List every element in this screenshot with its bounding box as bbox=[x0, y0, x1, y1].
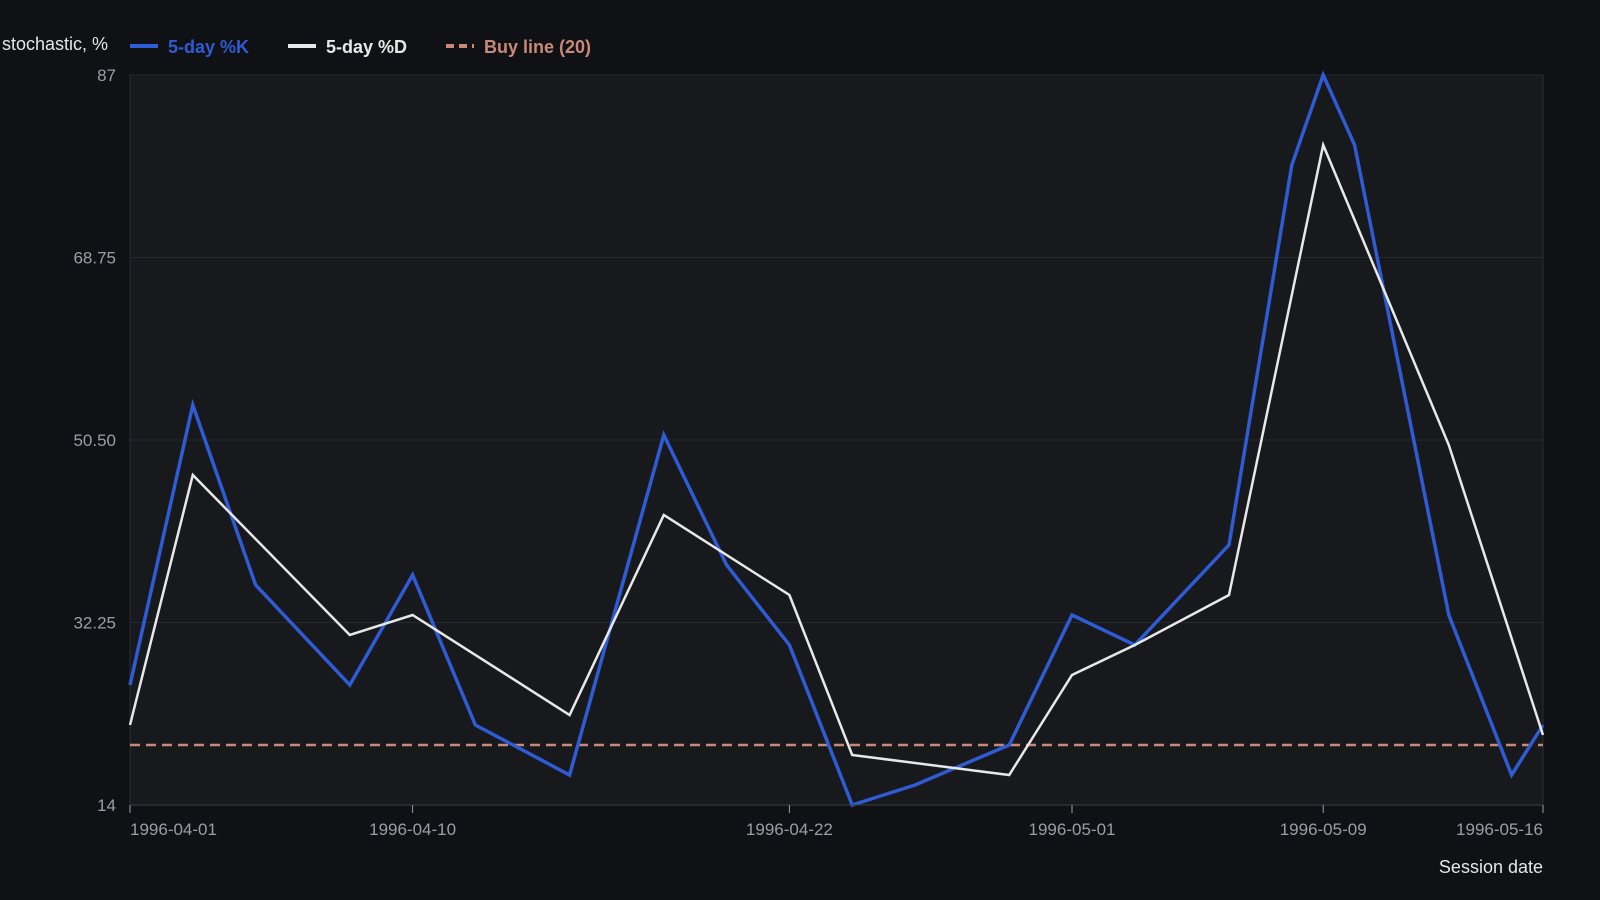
series-k-line bbox=[128, 70, 1545, 808]
x-tick-label: 1996-04-22 bbox=[746, 820, 833, 839]
x-tick-label: 1996-04-01 bbox=[130, 820, 217, 839]
x-axis-title: Session date bbox=[1439, 857, 1543, 877]
x-tick-label: 1996-05-16 bbox=[1456, 820, 1543, 839]
y-tick-label: 50.50 bbox=[73, 431, 116, 450]
legend-buy-label: Buy line (20) bbox=[484, 37, 591, 57]
x-axis: 1996-04-01 1996-04-10 1996-04-22 1996-05-01… bbox=[129, 804, 1544, 839]
y-axis: 14 32.25 50.50 68.75 87 bbox=[73, 66, 116, 815]
y-tick-label: 14 bbox=[97, 796, 116, 815]
series-d-line bbox=[128, 140, 1545, 777]
y-axis-title: stochastic, % bbox=[2, 34, 108, 54]
y-tick-label: 68.75 bbox=[73, 249, 116, 268]
legend-d-label: 5-day %D bbox=[326, 37, 407, 57]
y-tick-label: 32.25 bbox=[73, 614, 116, 633]
x-tick-label: 1996-04-10 bbox=[369, 820, 456, 839]
x-tick-label: 1996-05-09 bbox=[1280, 820, 1367, 839]
legend: 5-day %K 5-day %D Buy line (20) bbox=[130, 37, 591, 57]
x-tick-label: 1996-05-01 bbox=[1029, 820, 1116, 839]
legend-k-label: 5-day %K bbox=[168, 37, 249, 57]
y-tick-label: 87 bbox=[97, 66, 116, 85]
series-lines bbox=[128, 70, 1545, 808]
